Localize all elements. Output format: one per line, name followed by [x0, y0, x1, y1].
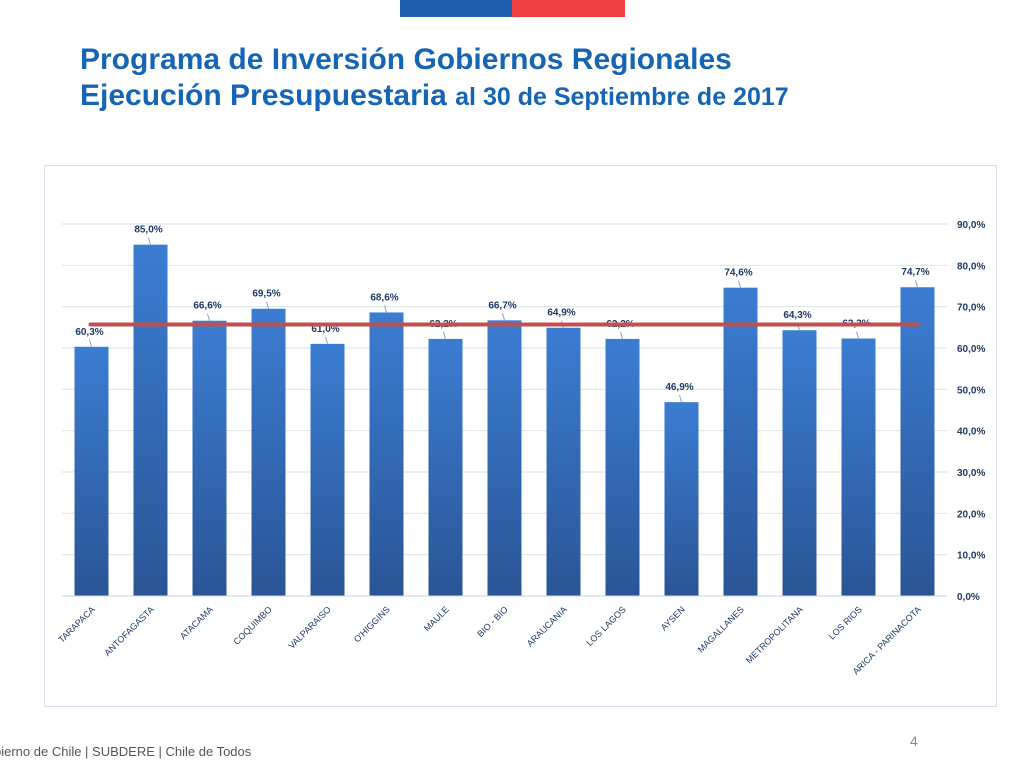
y-tick-label: 90,0%	[957, 220, 985, 231]
bar	[841, 338, 876, 596]
bar	[251, 308, 286, 596]
data-label: 68,6%	[370, 292, 398, 303]
y-tick-label: 40,0%	[957, 427, 985, 438]
chart-frame: 0,0% 10,0% 20,0% 30,0% 40,0% 50,0% 60,0% 70,0% 8…	[44, 165, 997, 707]
bar-chart: 0,0% 10,0% 20,0% 30,0% 40,0% 50,0% 60,0% 70,0% 8…	[56, 220, 985, 677]
data-label-leader	[679, 395, 682, 403]
category-label: METROPOLITANA	[744, 604, 805, 665]
data-label: 64,3%	[783, 310, 811, 321]
data-label: 85,0%	[134, 225, 162, 236]
data-label-leader	[325, 336, 328, 345]
flag-blue-stripe	[400, 0, 512, 17]
title-line-1: Programa de Inversión Gobiernos Regional…	[80, 43, 732, 76]
data-label: 74,7%	[901, 267, 929, 278]
bar	[664, 402, 699, 596]
data-label: 74,6%	[724, 268, 752, 279]
y-tick-label: 80,0%	[957, 261, 985, 272]
data-label: 69,5%	[252, 289, 280, 300]
category-label: ATACAMA	[178, 604, 215, 641]
title-line-2: Ejecución Presupuestaria al 30 de Septie…	[80, 78, 789, 115]
data-label-leader	[89, 339, 92, 347]
data-label: 60,3%	[75, 327, 103, 338]
bar	[428, 338, 463, 596]
category-label: LOS LAGOS	[584, 604, 628, 648]
bar	[74, 346, 109, 596]
bar	[369, 312, 404, 596]
data-label-leader	[443, 331, 446, 340]
category-label: ARICA - PARINACOTA	[851, 604, 923, 676]
bar	[487, 320, 522, 596]
bar	[900, 287, 935, 596]
data-label-leader	[738, 280, 741, 288]
category-label: VALPARAISO	[286, 604, 332, 650]
bar	[605, 338, 640, 596]
data-label-leader	[266, 301, 269, 309]
data-label-leader	[620, 331, 623, 340]
bar	[192, 320, 227, 596]
category-label: LOS RIOS	[827, 604, 864, 641]
y-tick-label: 0,0%	[957, 592, 980, 603]
page-number: 4	[910, 733, 918, 749]
bar	[782, 330, 817, 596]
category-label: AYSEN	[659, 604, 687, 632]
data-label-leader	[148, 237, 151, 245]
flag-bar	[400, 0, 625, 17]
title-line-2-main: Ejecución Presupuestaria	[80, 79, 447, 112]
title-line-2-rest: al 30 de Septiembre de 2017	[455, 83, 789, 111]
footer-text: bierno de Chile | SUBDERE | Chile de Tod…	[0, 744, 252, 759]
data-label-leader	[207, 313, 210, 321]
category-label: COQUIMBO	[231, 604, 273, 646]
category-label: MAGALLANES	[696, 604, 746, 654]
y-tick-label: 50,0%	[957, 385, 985, 396]
data-label-leader	[856, 331, 859, 339]
slide-title: Programa de Inversión Gobiernos Regional…	[80, 42, 789, 115]
data-label-leader	[915, 280, 918, 288]
category-label: ARAUCANIA	[525, 604, 569, 648]
data-label-leader	[502, 313, 505, 321]
bar	[310, 343, 345, 596]
y-tick-label: 30,0%	[957, 468, 985, 479]
y-tick-label: 70,0%	[957, 303, 985, 314]
bar	[723, 287, 758, 596]
flag-red-stripe	[512, 0, 625, 17]
bar	[546, 327, 581, 596]
category-label: TARAPACA	[56, 604, 96, 644]
data-label-leader	[384, 305, 387, 313]
category-label: ANTOFAGASTA	[102, 604, 156, 658]
data-label: 66,7%	[488, 300, 516, 311]
category-label: MAULE	[422, 604, 451, 633]
data-label: 66,6%	[193, 301, 221, 312]
y-tick-label: 10,0%	[957, 551, 985, 562]
category-label: BIO - BIO	[475, 604, 510, 639]
category-label: O'HIGGINS	[352, 604, 392, 644]
data-label: 61,0%	[311, 324, 339, 335]
data-label: 46,9%	[665, 382, 693, 393]
y-tick-label: 60,0%	[957, 344, 985, 355]
data-label: 64,9%	[547, 308, 575, 319]
bar	[133, 244, 168, 596]
y-tick-label: 20,0%	[957, 509, 985, 520]
